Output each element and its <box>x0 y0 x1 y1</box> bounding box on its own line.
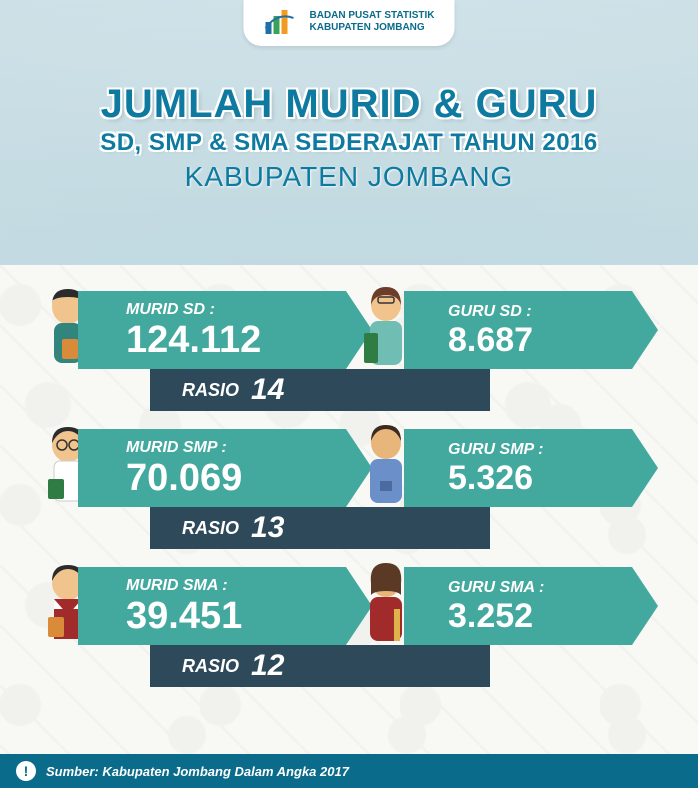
logo-text: BADAN PUSAT STATISTIK KABUPATEN JOMBANG <box>310 10 435 34</box>
guru-sma-arrow: GURU SMA : 3.252 <box>404 567 632 645</box>
ratio-sd-label: RASIO <box>182 380 239 401</box>
body-area: MURID SD : 124.112 GURU SD : 8.687 RASIO… <box>0 265 698 788</box>
murid-sd-label: MURID SD : <box>126 301 346 319</box>
ratio-sma-value: 12 <box>251 649 284 683</box>
murid-sma-arrow: MURID SMA : 39.451 <box>78 567 346 645</box>
source-bar: ! Sumber: Kabupaten Jombang Dalam Angka … <box>0 754 698 788</box>
guru-smp-value: 5.326 <box>448 461 632 495</box>
row-sma: MURID SMA : 39.451 GURU SMA : 3.252 RASI… <box>0 567 698 703</box>
row-smp: MURID SMP : 70.069 GURU SMP : 5.326 RASI… <box>0 429 698 565</box>
guru-smp-label: GURU SMP : <box>448 441 632 459</box>
logo-line1: BADAN PUSAT STATISTIK <box>310 10 435 22</box>
murid-sd-value: 124.112 <box>126 321 346 359</box>
guru-sd-value: 8.687 <box>448 323 632 357</box>
hero-section: BADAN PUSAT STATISTIK KABUPATEN JOMBANG … <box>0 0 698 265</box>
ratio-smp-value: 13 <box>251 511 284 545</box>
ratio-sma-label: RASIO <box>182 656 239 677</box>
ratio-smp-label: RASIO <box>182 518 239 539</box>
ratio-sma-bar: RASIO 12 <box>150 645 490 687</box>
logo-badge: BADAN PUSAT STATISTIK KABUPATEN JOMBANG <box>244 0 455 46</box>
ratio-sd-value: 14 <box>251 373 284 407</box>
bps-logo-icon <box>264 8 300 36</box>
row-sd: MURID SD : 124.112 GURU SD : 8.687 RASIO… <box>0 291 698 427</box>
guru-sd-arrow: GURU SD : 8.687 <box>404 291 632 369</box>
source-text: Sumber: Kabupaten Jombang Dalam Angka 20… <box>46 764 349 779</box>
ratio-sd-bar: RASIO 14 <box>150 369 490 411</box>
murid-smp-value: 70.069 <box>126 459 346 497</box>
title-main: JUMLAH MURID & GURU <box>0 82 698 127</box>
guru-smp-arrow: GURU SMP : 5.326 <box>404 429 632 507</box>
logo-line2: KABUPATEN JOMBANG <box>310 22 435 34</box>
ratio-smp-bar: RASIO 13 <box>150 507 490 549</box>
murid-smp-arrow: MURID SMP : 70.069 <box>78 429 346 507</box>
murid-sma-value: 39.451 <box>126 597 346 635</box>
murid-smp-label: MURID SMP : <box>126 439 346 457</box>
title-sub: SD, SMP & SMA SEDERAJAT TAHUN 2016 <box>0 129 698 157</box>
guru-sma-value: 3.252 <box>448 599 632 633</box>
murid-sd-arrow: MURID SD : 124.112 <box>78 291 346 369</box>
title-block: JUMLAH MURID & GURU SD, SMP & SMA SEDERA… <box>0 82 698 193</box>
title-region: KABUPATEN JOMBANG <box>0 161 698 193</box>
murid-sma-label: MURID SMA : <box>126 577 346 595</box>
guru-sd-label: GURU SD : <box>448 303 632 321</box>
info-icon: ! <box>16 761 36 781</box>
guru-sma-label: GURU SMA : <box>448 579 632 597</box>
